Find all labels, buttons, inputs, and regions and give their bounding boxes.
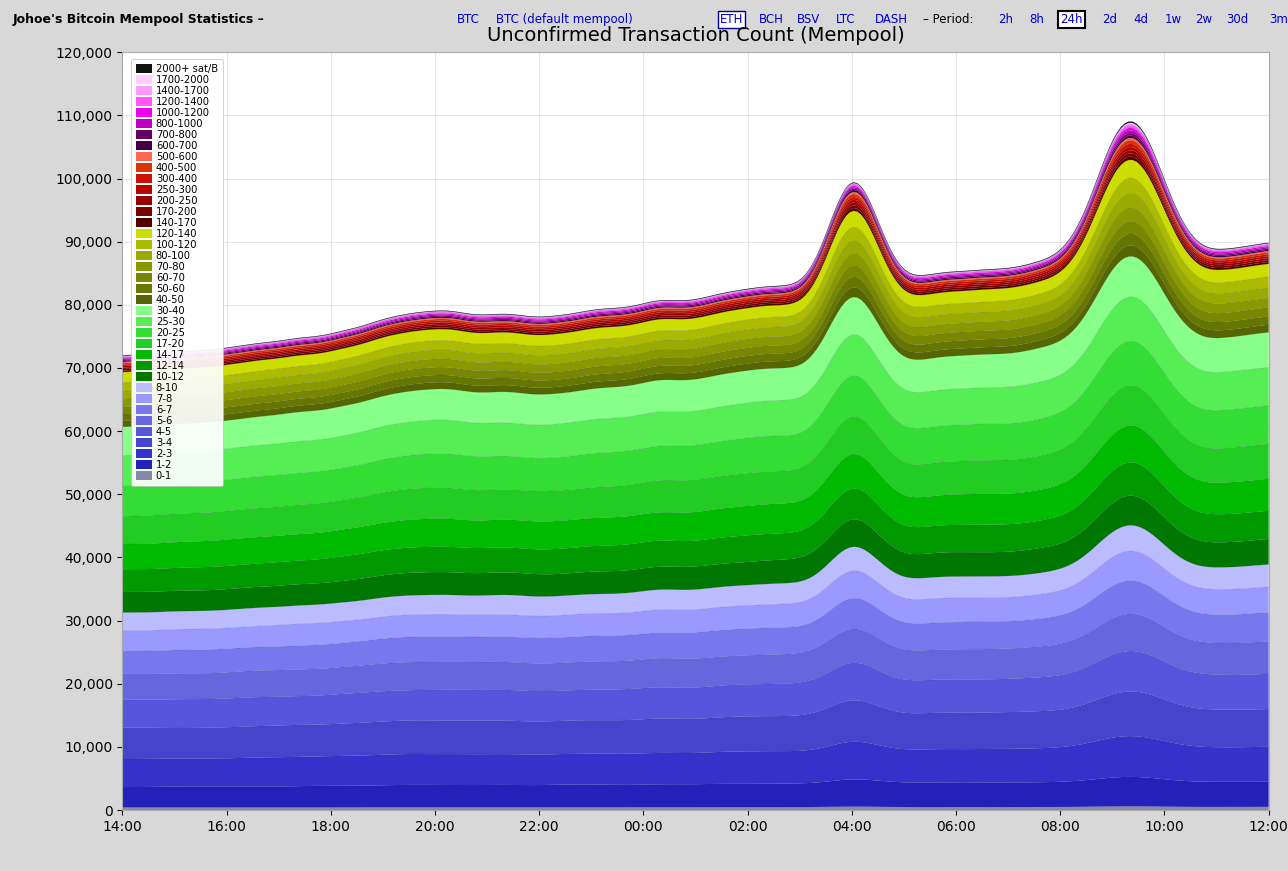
Text: 4d: 4d <box>1133 13 1149 26</box>
Text: 2d: 2d <box>1103 13 1118 26</box>
Text: 2h: 2h <box>998 13 1014 26</box>
Legend: 2000+ sat/B, 1700-2000, 1400-1700, 1200-1400, 1000-1200, 800-1000, 700-800, 600-: 2000+ sat/B, 1700-2000, 1400-1700, 1200-… <box>131 58 223 486</box>
Text: BTC (default mempool): BTC (default mempool) <box>496 13 632 26</box>
Text: Johoe's Bitcoin Mempool Statistics –: Johoe's Bitcoin Mempool Statistics – <box>13 13 269 26</box>
Text: LTC: LTC <box>836 13 855 26</box>
Text: 24h: 24h <box>1060 13 1082 26</box>
Title: Unconfirmed Transaction Count (Mempool): Unconfirmed Transaction Count (Mempool) <box>487 26 904 45</box>
Text: 3m: 3m <box>1269 13 1288 26</box>
Text: 1w: 1w <box>1164 13 1181 26</box>
Text: BSV: BSV <box>797 13 820 26</box>
Text: 2w: 2w <box>1195 13 1212 26</box>
Text: BCH: BCH <box>759 13 783 26</box>
Text: BTC: BTC <box>457 13 480 26</box>
Text: DASH: DASH <box>875 13 908 26</box>
Text: 8h: 8h <box>1029 13 1045 26</box>
Text: – Period:: – Period: <box>923 13 978 26</box>
Text: ETH: ETH <box>720 13 743 26</box>
Text: 30d: 30d <box>1226 13 1248 26</box>
